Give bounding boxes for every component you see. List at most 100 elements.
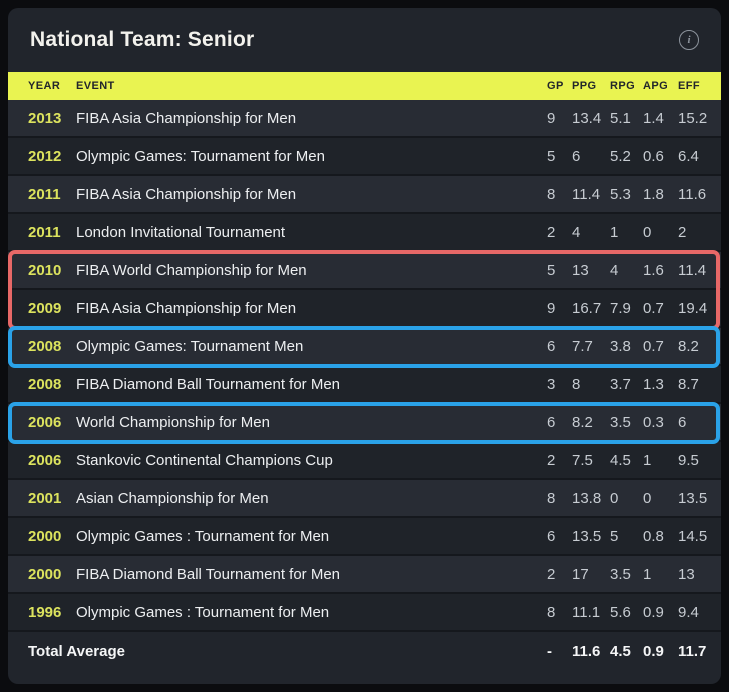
gp-cell: 6 — [547, 413, 556, 431]
event-cell: FIBA Diamond Ball Tournament for Men — [76, 375, 341, 393]
column-header-eff: EFF — [678, 80, 700, 92]
gp-cell: 5 — [547, 147, 556, 165]
ppg-cell: 13 — [572, 261, 589, 279]
gp-cell: 3 — [547, 375, 556, 393]
eff-cell: 14.5 — [678, 527, 708, 545]
apg-cell: 0.6 — [643, 147, 664, 165]
rpg-cell: 7.9 — [610, 299, 631, 317]
table-header-row: YEAR EVENT GP PPG RPG APG EFF — [8, 72, 721, 100]
ppg-cell: 13.8 — [572, 489, 602, 507]
gp-cell: 2 — [547, 565, 556, 583]
event-cell: FIBA Asia Championship for Men — [76, 299, 297, 317]
ppg-cell: 7.5 — [572, 451, 593, 469]
page-title: National Team: Senior — [30, 28, 255, 51]
total-average-row: Total Average - 11.6 4.5 0.9 11.7 — [8, 632, 721, 670]
total-label: Total Average — [28, 642, 125, 660]
column-header-ppg: PPG — [572, 80, 597, 92]
rpg-cell: 5.3 — [610, 185, 631, 203]
apg-cell: 0.8 — [643, 527, 664, 545]
stats-card: National Team: Senior i YEAR EVENT GP PP… — [8, 8, 721, 684]
column-header-gp: GP — [547, 80, 564, 92]
table-row: 2009 FIBA Asia Championship for Men 9 16… — [8, 290, 721, 328]
eff-cell: 6 — [678, 413, 687, 431]
eff-cell: 9.4 — [678, 603, 699, 621]
event-cell: Olympic Games : Tournament for Men — [76, 603, 330, 621]
apg-cell: 1.8 — [643, 185, 664, 203]
gp-cell: 8 — [547, 185, 556, 203]
total-gp-value: - — [547, 642, 552, 660]
total-apg-value: 0.9 — [643, 642, 664, 660]
event-cell: Asian Championship for Men — [76, 489, 269, 507]
rpg-cell: 4 — [610, 261, 619, 279]
apg-cell: 0.3 — [643, 413, 664, 431]
ppg-cell: 13.4 — [572, 109, 602, 127]
apg-cell: 1 — [643, 451, 652, 469]
ppg-cell: 11.1 — [572, 603, 601, 621]
eff-cell: 9.5 — [678, 451, 699, 469]
eff-cell: 8.7 — [678, 375, 699, 393]
event-cell: Olympic Games: Tournament for Men — [76, 147, 325, 165]
rpg-cell: 3.5 — [610, 413, 631, 431]
table-row: 2006 World Championship for Men 6 8.2 3.… — [8, 404, 721, 442]
eff-cell: 13.5 — [678, 489, 708, 507]
column-header-rpg: RPG — [610, 80, 636, 92]
event-cell: FIBA Diamond Ball Tournament for Men — [76, 565, 341, 583]
gp-cell: 6 — [547, 337, 556, 355]
gp-cell: 6 — [547, 527, 556, 545]
table-row: 2008 FIBA Diamond Ball Tournament for Me… — [8, 366, 721, 404]
apg-cell: 0.7 — [643, 299, 664, 317]
year-cell: 2006 — [28, 451, 62, 469]
year-cell: 1996 — [28, 603, 62, 621]
rpg-cell: 0 — [610, 489, 619, 507]
gp-cell: 8 — [547, 489, 556, 507]
ppg-cell: 4 — [572, 223, 581, 241]
rpg-cell: 3.8 — [610, 337, 631, 355]
card-header: National Team: Senior i — [8, 8, 721, 72]
year-cell: 2001 — [28, 489, 62, 507]
year-cell: 2012 — [28, 147, 62, 165]
column-header-year: YEAR — [28, 80, 61, 92]
eff-cell: 13 — [678, 565, 695, 583]
ppg-cell: 6 — [572, 147, 581, 165]
year-cell: 2006 — [28, 413, 62, 431]
table-row: 2006 Stankovic Continental Champions Cup… — [8, 442, 721, 480]
ppg-cell: 11.4 — [572, 185, 601, 203]
event-cell: Olympic Games: Tournament Men — [76, 337, 304, 355]
table-row: 2008 Olympic Games: Tournament Men 6 7.7… — [8, 328, 721, 366]
rpg-cell: 3.5 — [610, 565, 631, 583]
year-cell: 2011 — [28, 185, 61, 203]
total-ppg-value: 11.6 — [572, 642, 601, 660]
apg-cell: 1.3 — [643, 375, 664, 393]
eff-cell: 11.4 — [678, 261, 707, 279]
rpg-cell: 3.7 — [610, 375, 631, 393]
table-row: 2010 FIBA World Championship for Men 5 1… — [8, 252, 721, 290]
year-cell: 2008 — [28, 337, 62, 355]
gp-cell: 5 — [547, 261, 556, 279]
year-cell: 2011 — [28, 223, 61, 241]
table-row: 2012 Olympic Games: Tournament for Men 5… — [8, 138, 721, 176]
ppg-cell: 8.2 — [572, 413, 593, 431]
eff-cell: 15.2 — [678, 109, 708, 127]
table-row: 1996 Olympic Games : Tournament for Men … — [8, 594, 721, 632]
table-row: 2011 FIBA Asia Championship for Men 8 11… — [8, 176, 721, 214]
total-eff-value: 11.7 — [678, 642, 707, 660]
rpg-cell: 5.1 — [610, 109, 631, 127]
gp-cell: 8 — [547, 603, 556, 621]
gp-cell: 9 — [547, 109, 556, 127]
table-row: 2000 FIBA Diamond Ball Tournament for Me… — [8, 556, 721, 594]
total-rpg-value: 4.5 — [610, 642, 631, 660]
rpg-cell: 1 — [610, 223, 619, 241]
event-cell: Olympic Games : Tournament for Men — [76, 527, 330, 545]
info-icon[interactable]: i — [679, 30, 699, 50]
table-row: 2000 Olympic Games : Tournament for Men … — [8, 518, 721, 556]
gp-cell: 2 — [547, 223, 556, 241]
event-cell: FIBA Asia Championship for Men — [76, 109, 297, 127]
apg-cell: 1.6 — [643, 261, 664, 279]
eff-cell: 11.6 — [678, 185, 707, 203]
column-header-apg: APG — [643, 80, 669, 92]
eff-cell: 6.4 — [678, 147, 699, 165]
year-cell: 2000 — [28, 565, 62, 583]
table-row: 2011 London Invitational Tournament 2 4 … — [8, 214, 721, 252]
eff-cell: 8.2 — [678, 337, 699, 355]
